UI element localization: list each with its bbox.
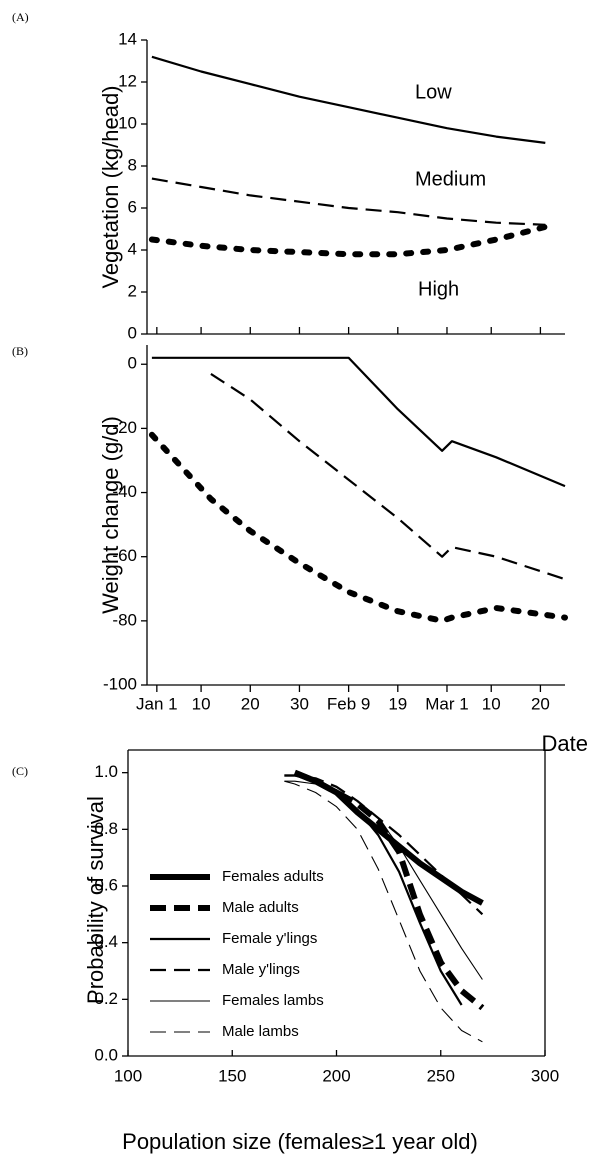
y-tick-label: 0.6 [94, 875, 118, 894]
x-tick-label: 200 [322, 1066, 350, 1085]
legend-label: Females lambs [222, 992, 324, 1009]
x-tick-label: 10 [192, 694, 211, 713]
y-tick-label: 1.0 [94, 762, 118, 781]
legend-label: Male y'lings [222, 961, 300, 978]
y-axis-title: Vegetation (kg/head) [98, 85, 123, 288]
y-tick-label: -20 [112, 418, 137, 437]
y-tick-label: 2 [128, 281, 137, 300]
series-label: Medium [415, 168, 486, 190]
series-line [284, 780, 483, 1043]
x-axis-title: Population size (females≥1 year old) [122, 1129, 478, 1154]
panel-label: (A) [12, 10, 29, 24]
y-tick-label: 4 [128, 239, 137, 258]
panel-label: (C) [12, 764, 28, 778]
x-tick-label: 250 [427, 1066, 455, 1085]
x-tick-label: 30 [290, 694, 309, 713]
series-line [151, 55, 546, 144]
y-tick-label: 10 [118, 113, 137, 132]
y-axis-title: Weight change (g/d) [98, 416, 123, 614]
y-tick-label: 0.8 [94, 819, 118, 838]
y-axis-title: Probability of survival [83, 796, 108, 1004]
x-tick-label: 150 [218, 1066, 246, 1085]
y-tick-label: -40 [112, 482, 137, 501]
series-line [148, 431, 568, 624]
series-line [210, 372, 566, 581]
y-tick-label: -60 [112, 546, 137, 565]
x-tick-label: Jan 1 [136, 694, 178, 713]
legend-label: Male adults [222, 899, 299, 916]
x-tick-label: 10 [482, 694, 501, 713]
x-tick-label: 300 [531, 1066, 559, 1085]
y-tick-label: 0.0 [94, 1045, 118, 1064]
y-tick-label: 0 [128, 323, 137, 342]
x-tick-label: Mar 1 [425, 694, 468, 713]
series-label: Low [415, 81, 452, 103]
y-tick-label: -100 [103, 674, 137, 693]
y-tick-label: 6 [128, 197, 137, 216]
legend-label: Female y'lings [222, 930, 317, 947]
y-tick-label: 14 [118, 29, 137, 48]
y-tick-label: -80 [112, 610, 137, 629]
legend-label: Females adults [222, 868, 324, 885]
series-line [151, 356, 566, 488]
x-tick-label: Feb 9 [327, 694, 370, 713]
x-tick-label: 100 [114, 1066, 142, 1085]
series-label: High [418, 278, 459, 300]
series-line [284, 780, 483, 980]
panel-label: (B) [12, 344, 28, 358]
y-tick-label: 0.4 [94, 932, 118, 951]
x-tick-label: 20 [241, 694, 260, 713]
y-tick-label: 0.2 [94, 989, 118, 1008]
x-tick-label: 20 [531, 694, 550, 713]
y-tick-label: 12 [118, 71, 137, 90]
y-tick-label: 0 [128, 354, 137, 373]
y-tick-label: 8 [128, 155, 137, 174]
series-line [148, 223, 549, 258]
series-line [284, 774, 463, 1006]
series-line [151, 177, 546, 226]
legend-label: Male lambs [222, 1023, 299, 1040]
x-axis-title: Date [542, 731, 588, 756]
x-tick-label: 19 [388, 694, 407, 713]
